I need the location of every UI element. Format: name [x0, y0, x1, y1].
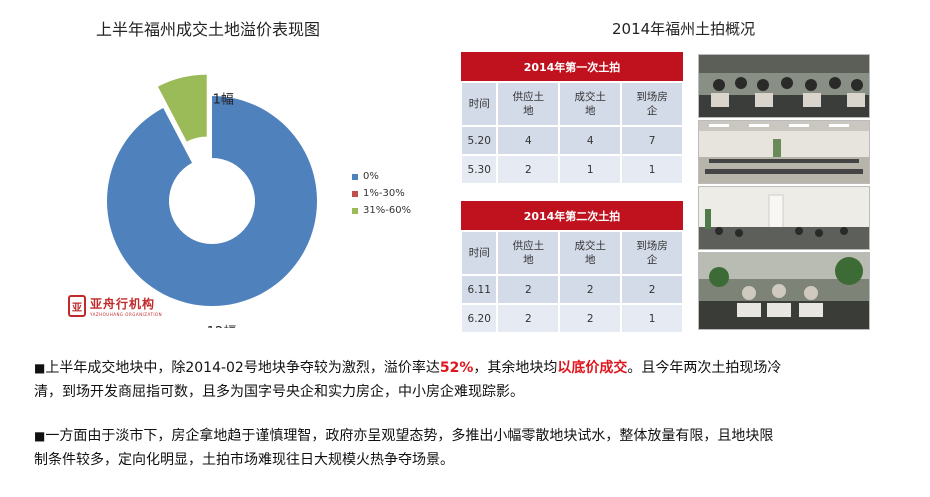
auction-table-2: 2014年第二次土拍 时间 供应土地 成交土地 到场房企 6.11 2 2 2 …: [459, 201, 684, 334]
cell: 1: [558, 154, 623, 185]
cell: 5.30: [459, 154, 499, 185]
table-row: 6.20 2 2 1: [459, 303, 684, 334]
legend-label-2: 31%-60%: [363, 205, 412, 216]
cell: 2: [496, 154, 561, 185]
cell: 7: [620, 125, 684, 156]
table-row: 6.11 2 2 2: [459, 274, 684, 305]
auction-overview-title: 2014年福州土拍概况: [612, 20, 756, 38]
logo-mark-icon: 亚: [68, 295, 86, 317]
auction-table-1: 2014年第一次土拍 时间 供应土地 成交土地 到场房企 5.20 4 4 7 …: [459, 52, 684, 185]
table-row: 5.20 4 4 7: [459, 125, 684, 156]
meeting-photo-1: [698, 54, 870, 118]
legend-swatch-1: [352, 190, 358, 197]
data-label-31%-60%: 1幅: [213, 93, 234, 108]
p2-line-2: 制条件较多，定向化明显，土拍市场难现往日大规模火热争夺场景。: [34, 452, 454, 468]
header-cell: 到场房企: [620, 230, 684, 276]
legend-label-0: 0%: [363, 171, 379, 182]
cell: 6.11: [459, 274, 499, 305]
legend-swatch-2: [352, 207, 358, 214]
table-caption: 2014年第一次土拍: [461, 52, 683, 82]
paragraph-2: ■一方面由于淡市下，房企拿地趋于谨慎理智，政府亦呈观望态势，多推出小幅零散地块试…: [34, 424, 894, 472]
bullet-icon: ■: [34, 429, 46, 443]
legend-item-1: 1%-30%: [352, 185, 411, 202]
logo-subtext: YAZHOUHANG ORGANIZATION: [90, 312, 163, 317]
cell: 5.20: [459, 125, 499, 156]
table-caption: 2014年第二次土拍: [461, 201, 683, 231]
logo-text: 亚舟行机构: [90, 297, 156, 311]
cell: 2: [496, 303, 561, 334]
header-cell: 到场房企: [620, 81, 684, 127]
bullet-icon: ■: [34, 361, 46, 375]
header-cell: 成交土地: [558, 230, 623, 276]
chart-title: 上半年福州成交土地溢价表现图: [96, 20, 321, 39]
cell: 2: [558, 303, 623, 334]
cell: 2: [620, 274, 684, 305]
p1-highlight-base-price: 以底价成交: [557, 360, 628, 376]
p2-line-1: 一方面由于淡市下，房企拿地趋于谨慎理智，政府亦呈观望态势，多推出小幅零散地块试水…: [45, 428, 774, 444]
legend-item-2: 31%-60%: [352, 202, 411, 219]
p1-text-3: 。且今年两次土拍现场冷: [627, 360, 782, 376]
paragraph-1: ■上半年成交地块中，除2014-02号地块争夺较为激烈，溢价率达52%，其余地块…: [34, 356, 894, 404]
p1-text-2: ，其余地块均: [473, 360, 558, 376]
header-cell: 供应土地: [496, 230, 561, 276]
donut-slice-0%: [106, 96, 317, 306]
donut-slice-31%-60%: [157, 74, 207, 142]
table-row: 5.30 2 1 1: [459, 154, 684, 185]
p1-highlight-premium: 52%: [439, 360, 474, 376]
meeting-photo-4: [698, 252, 870, 330]
header-cell: 成交土地: [558, 81, 623, 127]
meeting-photo-3: [698, 186, 870, 250]
cell: 1: [620, 303, 684, 334]
p1-text-1: 上半年成交地块中，除2014-02号地块争夺较为激烈，溢价率达: [45, 360, 440, 376]
meeting-photo-2: [698, 120, 870, 184]
company-logo: 亚 亚舟行机构 YAZHOUHANG ORGANIZATION: [68, 295, 162, 317]
cell: 4: [496, 125, 561, 156]
cell: 2: [558, 274, 623, 305]
cell: 1: [620, 154, 684, 185]
header-cell: 时间: [459, 230, 499, 276]
chart-legend: 0% 1%-30% 31%-60%: [352, 168, 411, 219]
cell: 2: [496, 274, 561, 305]
p1-line-2: 清，到场开发商屈指可数，且多为国字号央企和实力房企，中小房企难现踪影。: [34, 384, 524, 400]
donut-chart: 1幅 12幅: [106, 74, 317, 328]
data-label-0%: 12幅: [207, 325, 237, 328]
header-cell: 时间: [459, 81, 499, 127]
legend-item-0: 0%: [352, 168, 411, 185]
header-cell: 供应土地: [496, 81, 561, 127]
cell: 6.20: [459, 303, 499, 334]
legend-swatch-0: [352, 173, 358, 180]
cell: 4: [558, 125, 623, 156]
legend-label-1: 1%-30%: [363, 188, 405, 199]
